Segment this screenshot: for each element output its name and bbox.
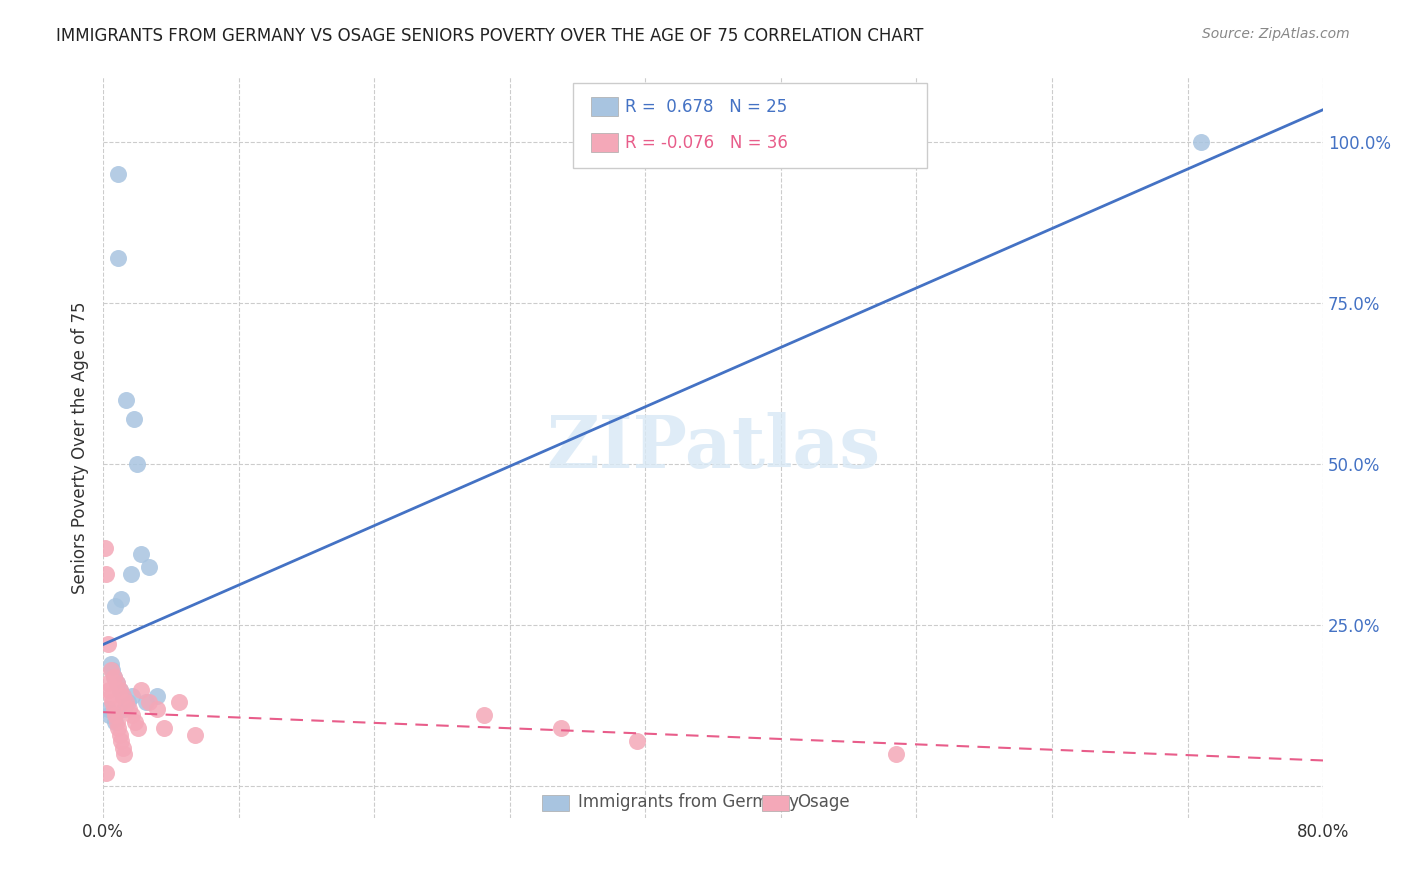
- Point: [127, 721, 149, 735]
- FancyBboxPatch shape: [591, 97, 619, 116]
- Point: [111, 740, 134, 755]
- Point: [107, 167, 129, 181]
- Point: [169, 696, 191, 710]
- Point: [114, 747, 136, 761]
- Point: [125, 457, 148, 471]
- Point: [96, 566, 118, 581]
- Point: [110, 734, 132, 748]
- Point: [183, 728, 205, 742]
- Y-axis label: Seniors Poverty Over the Age of 75: Seniors Poverty Over the Age of 75: [72, 301, 89, 594]
- Point: [550, 721, 572, 735]
- Text: ZIPatlas: ZIPatlas: [546, 412, 880, 483]
- Text: R =  0.678   N = 25: R = 0.678 N = 25: [626, 98, 787, 116]
- Point: [105, 714, 128, 729]
- FancyBboxPatch shape: [762, 795, 789, 811]
- Text: R =  0.678    N = 25: R = 0.678 N = 25: [609, 102, 792, 120]
- Point: [1189, 135, 1212, 149]
- Point: [145, 702, 167, 716]
- Point: [105, 676, 128, 690]
- Point: [103, 702, 125, 716]
- Text: Osage: Osage: [797, 793, 851, 811]
- Text: IMMIGRANTS FROM GERMANY VS OSAGE SENIORS POVERTY OVER THE AGE OF 75 CORRELATION : IMMIGRANTS FROM GERMANY VS OSAGE SENIORS…: [56, 27, 924, 45]
- Point: [111, 689, 134, 703]
- Point: [104, 708, 127, 723]
- Point: [103, 670, 125, 684]
- Point: [101, 663, 124, 677]
- Text: R = -0.076    N = 36: R = -0.076 N = 36: [609, 131, 792, 150]
- Point: [100, 657, 122, 671]
- Point: [124, 714, 146, 729]
- Point: [103, 670, 125, 684]
- Point: [105, 676, 128, 690]
- Point: [107, 721, 129, 735]
- Point: [97, 638, 120, 652]
- Point: [120, 566, 142, 581]
- Point: [474, 708, 496, 723]
- Point: [626, 734, 648, 748]
- Point: [121, 689, 143, 703]
- Point: [135, 696, 157, 710]
- FancyBboxPatch shape: [572, 83, 927, 168]
- Point: [96, 766, 118, 780]
- Point: [145, 689, 167, 703]
- Text: Immigrants from Germany: Immigrants from Germany: [578, 793, 799, 811]
- Point: [115, 696, 138, 710]
- Point: [138, 696, 160, 710]
- Point: [108, 682, 131, 697]
- Point: [108, 682, 131, 697]
- FancyBboxPatch shape: [591, 133, 619, 152]
- Point: [97, 702, 120, 716]
- Point: [93, 541, 115, 555]
- Point: [129, 547, 152, 561]
- Point: [104, 714, 127, 729]
- Point: [117, 696, 139, 710]
- Text: Source: ZipAtlas.com: Source: ZipAtlas.com: [1202, 27, 1350, 41]
- Point: [104, 599, 127, 613]
- Point: [114, 702, 136, 716]
- Point: [100, 663, 122, 677]
- Point: [129, 682, 152, 697]
- Point: [121, 708, 143, 723]
- Point: [98, 682, 121, 697]
- Point: [107, 251, 129, 265]
- Point: [100, 689, 122, 703]
- Point: [118, 702, 141, 716]
- Point: [122, 412, 145, 426]
- Point: [97, 676, 120, 690]
- Point: [111, 689, 134, 703]
- Point: [108, 728, 131, 742]
- FancyBboxPatch shape: [543, 795, 569, 811]
- Point: [110, 592, 132, 607]
- Point: [98, 708, 121, 723]
- Point: [115, 392, 138, 407]
- Point: [101, 696, 124, 710]
- Point: [884, 747, 907, 761]
- Text: R = -0.076   N = 36: R = -0.076 N = 36: [626, 134, 789, 152]
- Point: [138, 560, 160, 574]
- Point: [153, 721, 176, 735]
